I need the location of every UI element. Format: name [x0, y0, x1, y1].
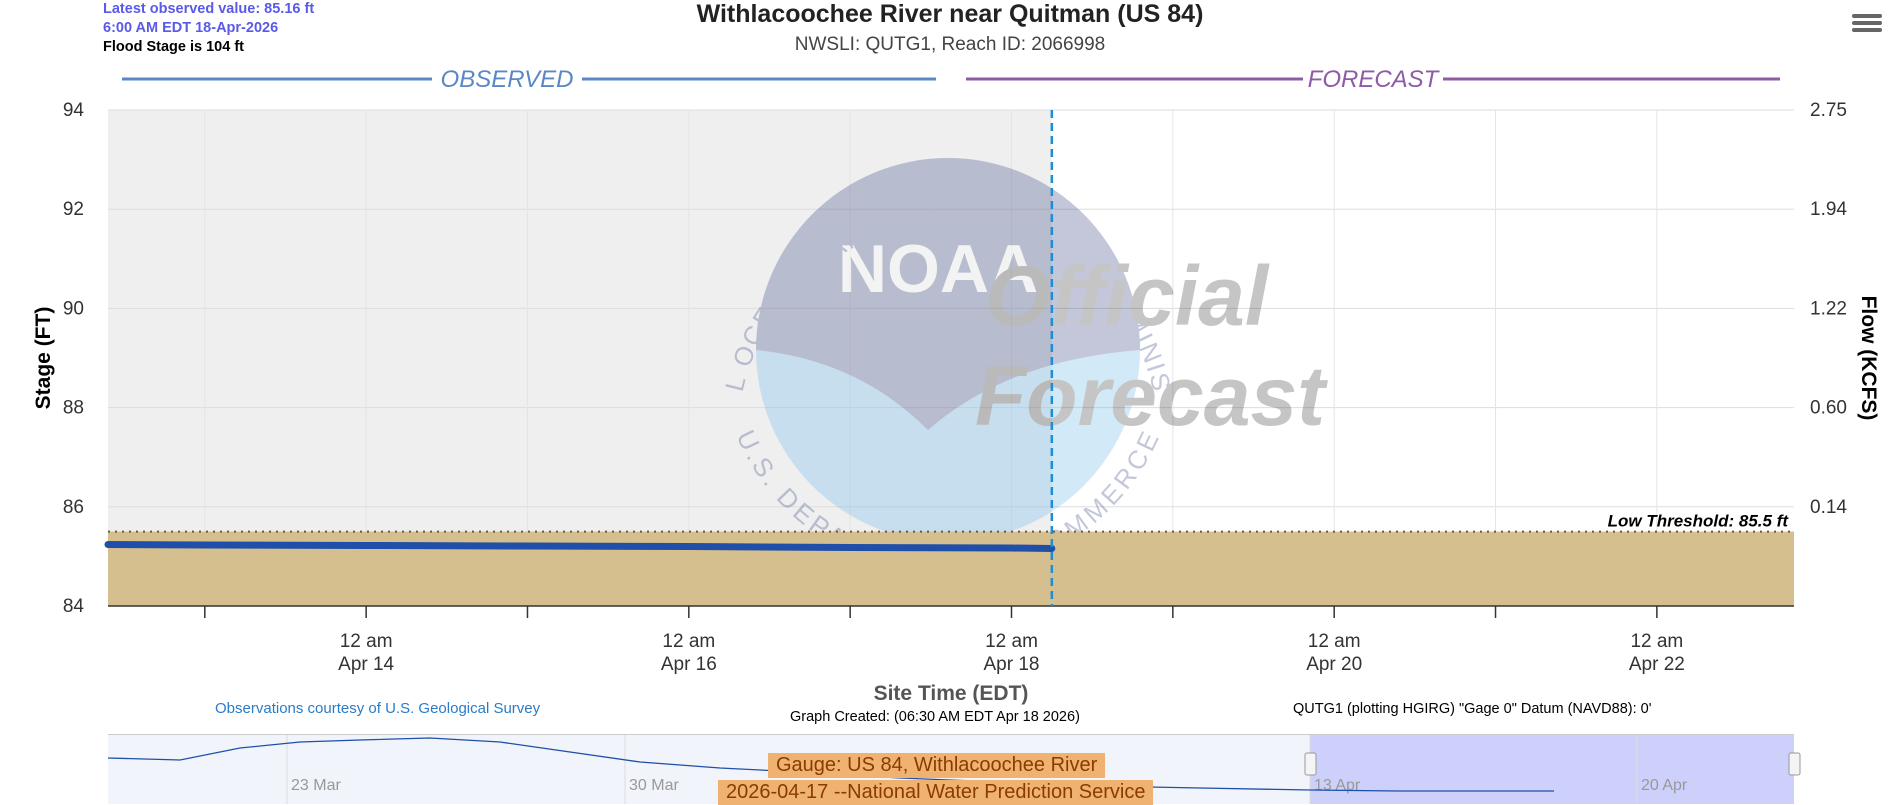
navigator-selected-range	[1310, 735, 1794, 804]
x-tick-label-date: Apr 16	[661, 654, 717, 675]
y-tick-label: 90	[63, 298, 84, 319]
y-tick-label: 86	[63, 497, 84, 518]
x-tick-label-date: Apr 18	[984, 654, 1040, 675]
x-tick-label-date: Apr 20	[1306, 654, 1362, 675]
navigator-left-handle	[1304, 752, 1317, 776]
navigator-tick-label: 23 Mar	[291, 777, 341, 794]
graph-created-note: Graph Created: (06:30 AM EDT Apr 18 2026…	[790, 709, 1080, 725]
flood-stage-note: Flood Stage is 104 ft	[103, 39, 244, 55]
noaa-logo-upper	[756, 158, 1140, 430]
low-threshold-label: Low Threshold: 85.5 ft	[1608, 512, 1790, 531]
y-tick-label: 88	[63, 398, 84, 419]
navigator-label-gauge: Gauge: US 84, Withlacoochee River	[768, 753, 1106, 778]
navigator-tick-label: 20 Apr	[1641, 777, 1688, 794]
datum-note: QUTG1 (plotting HGIRG) "Gage 0" Datum (N…	[1293, 701, 1652, 717]
navigator-series	[107, 737, 1554, 792]
watermark-official: Official	[985, 249, 1270, 343]
latest-observed-time: 6:00 AM EDT 18-Apr-2026	[103, 20, 279, 36]
x-tick-label-time: 12 am	[1630, 631, 1683, 652]
y-tick-label: 94	[63, 100, 85, 121]
x-tick-label-time: 12 am	[985, 631, 1038, 652]
y2-tick-label: 0.14	[1810, 497, 1847, 518]
y2-tick-label: 1.22	[1810, 298, 1847, 319]
latest-observed-value: Latest observed value: 85.16 ft	[103, 1, 315, 17]
y2-tick-label: 2.75	[1810, 100, 1847, 121]
navigator-tick-label: 30 Mar	[629, 777, 679, 794]
x-tick-label-date: Apr 22	[1629, 654, 1685, 675]
usgs-courtesy-link[interactable]: Observations courtesy of U.S. Geological…	[215, 700, 541, 717]
y2-tick-label: 0.60	[1810, 398, 1847, 419]
navigator-label-service: 2026-04-17 --National Water Prediction S…	[718, 780, 1154, 805]
observed-band-label: OBSERVED	[441, 66, 574, 93]
x-tick-label-time: 12 am	[340, 631, 393, 652]
x-tick-label-time: 12 am	[1308, 631, 1361, 652]
watermark-forecast: Forecast	[975, 349, 1328, 443]
forecast-band-label: FORECAST	[1308, 66, 1441, 93]
y-axis-title: Stage (FT)	[32, 307, 55, 410]
chart-subtitle: NWSLI: QUTG1, Reach ID: 2066998	[794, 34, 1106, 55]
x-tick-label-date: Apr 14	[338, 654, 394, 675]
observed-stage-series	[104, 541, 1056, 552]
navigator-tick-label: 13 Apr	[1314, 777, 1361, 794]
x-axis-title: Site Time (EDT)	[874, 682, 1029, 705]
hamburger-menu-icon[interactable]	[1852, 12, 1882, 38]
y-tick-label: 92	[63, 199, 84, 220]
noaa-logo-circle	[756, 158, 1140, 542]
navigator-right-handle	[1788, 752, 1801, 776]
y-tick-label: 84	[63, 596, 85, 617]
y2-tick-label: 1.94	[1810, 199, 1847, 220]
y2-axis-title: Flow (KCFS)	[1857, 296, 1880, 421]
chart-title: Withlacoochee River near Quitman (US 84)	[696, 0, 1204, 28]
x-tick-label-time: 12 am	[662, 631, 715, 652]
observed-region-background	[108, 110, 1052, 606]
noaa-logo-text: NOAA	[838, 231, 1038, 307]
